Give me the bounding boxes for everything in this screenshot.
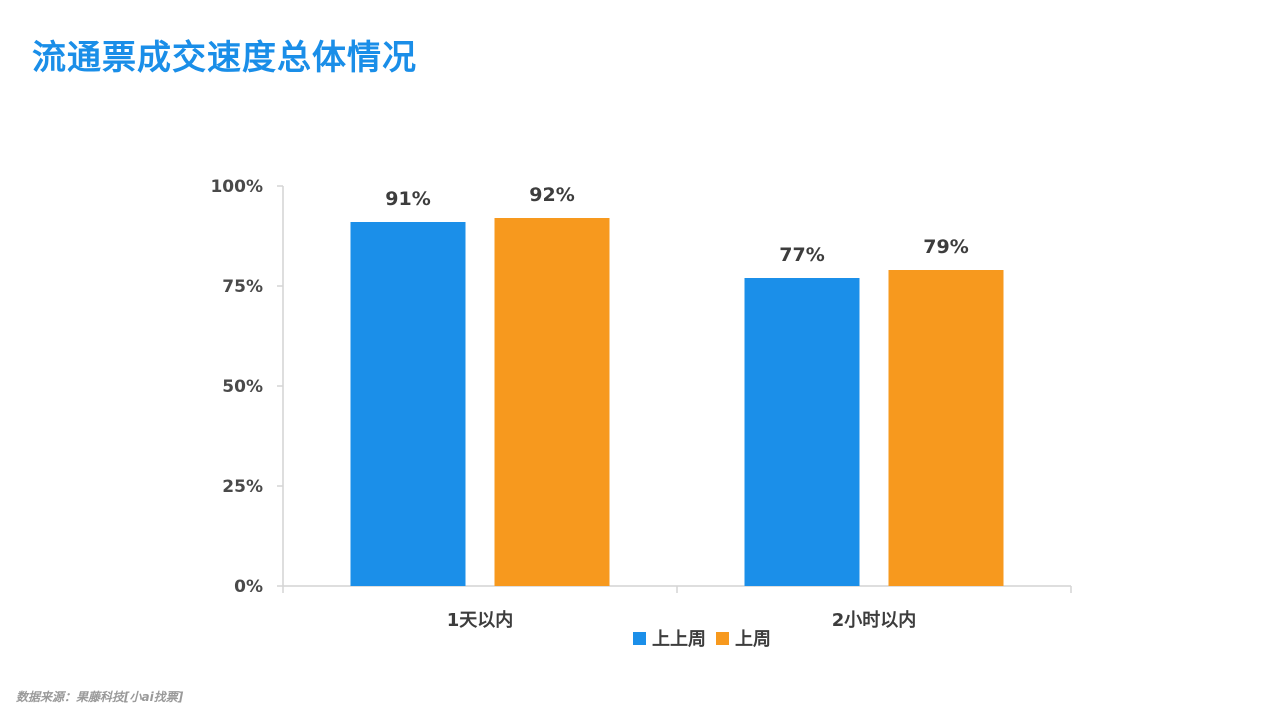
legend-label: 上上周 xyxy=(652,629,706,650)
legend-swatch xyxy=(716,632,729,645)
y-tick-label: 25% xyxy=(222,477,263,497)
y-tick-label: 50% xyxy=(222,377,263,397)
bar-series-2 xyxy=(888,270,1004,586)
y-tick-label: 0% xyxy=(234,577,263,597)
legend-label: 上周 xyxy=(735,629,771,650)
source-note: 数据来源：果藤科技[小ai找票] xyxy=(16,690,184,704)
bar-series-1 xyxy=(350,222,466,586)
data-label: 92% xyxy=(529,184,574,206)
data-label: 77% xyxy=(779,244,824,266)
legend-swatch xyxy=(633,632,646,645)
data-label: 91% xyxy=(385,188,430,210)
bar-series-2 xyxy=(494,218,610,586)
x-category-label: 1天以内 xyxy=(447,609,514,631)
page-title: 流通票成交速度总体情况 xyxy=(32,38,417,78)
data-label: 79% xyxy=(923,236,968,258)
y-tick-label: 75% xyxy=(222,277,263,297)
bar-series-1 xyxy=(744,278,860,586)
y-tick-label: 100% xyxy=(210,177,263,197)
x-category-label: 2小时以内 xyxy=(832,609,917,631)
